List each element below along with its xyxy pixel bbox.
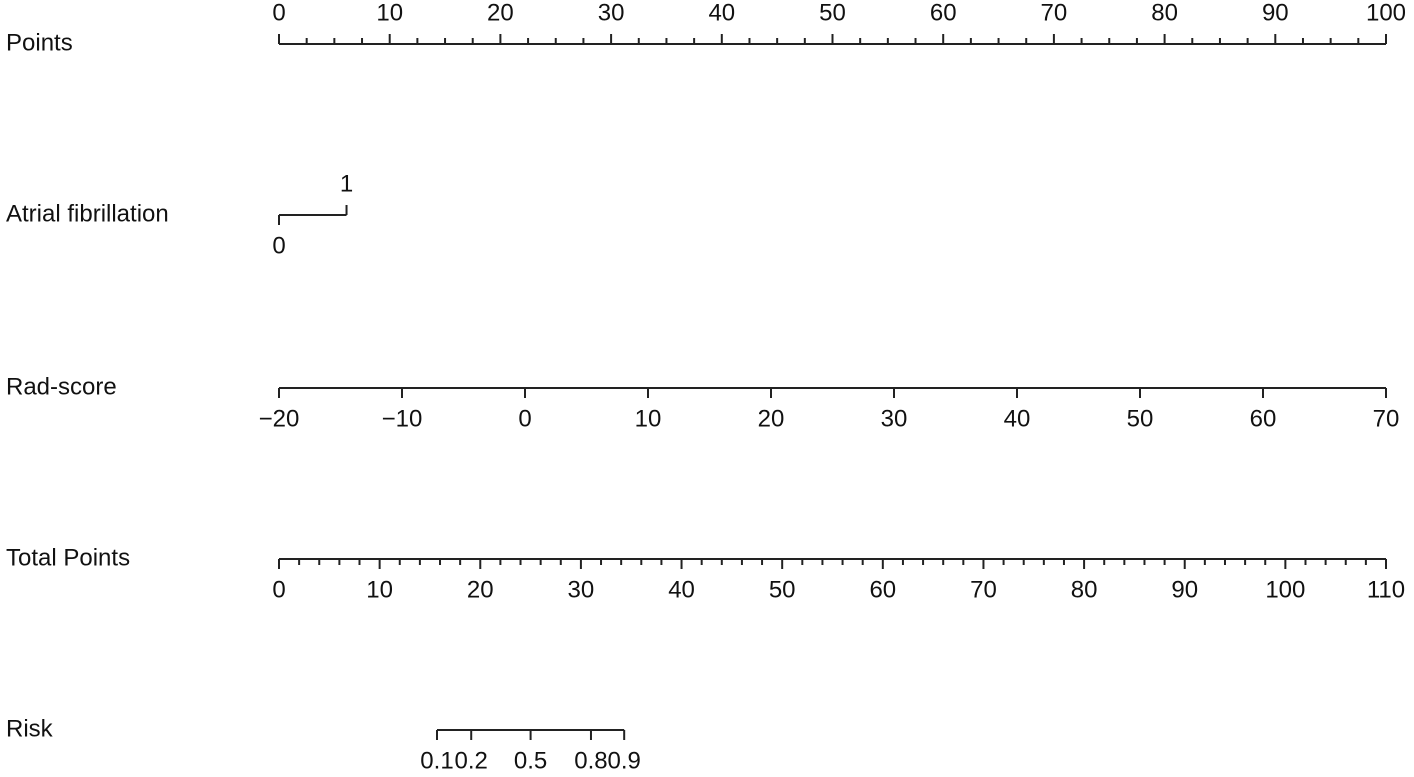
tick-label: 30	[598, 0, 625, 26]
tick-label: 100	[1366, 0, 1406, 26]
row-label: Rad-score	[6, 373, 117, 400]
tick-label: 30	[568, 576, 595, 603]
row-label: Atrial fibrillation	[6, 200, 169, 227]
tick-label: −10	[382, 405, 423, 432]
tick-label: 10	[635, 405, 662, 432]
tick-label: 90	[1171, 576, 1198, 603]
tick-label: 70	[1373, 405, 1400, 432]
tick-label: 0.5	[514, 747, 547, 774]
tick-label: 50	[1127, 405, 1154, 432]
tick-label: 50	[819, 0, 846, 26]
tick-label: 10	[376, 0, 403, 26]
tick-label: 50	[769, 576, 796, 603]
tick-label: 40	[668, 576, 695, 603]
tick-label: 0	[272, 0, 285, 26]
tick-label: 0.8	[574, 747, 607, 774]
tick-label: 110	[1367, 576, 1405, 603]
tick-label: 60	[1250, 405, 1277, 432]
tick-label: 40	[708, 0, 735, 26]
row-label: Risk	[6, 715, 54, 742]
tick-label: 30	[881, 405, 908, 432]
tick-label: 10	[366, 576, 393, 603]
tick-label: 20	[467, 576, 494, 603]
tick-label: 80	[1071, 576, 1098, 603]
tick-label: 60	[869, 576, 896, 603]
tick-label: 0	[272, 576, 285, 603]
tick-label: 0	[518, 405, 531, 432]
tick-label: 40	[1004, 405, 1031, 432]
tick-label: −20	[259, 405, 300, 432]
tick-label: 0	[272, 232, 285, 259]
row-label: Total Points	[6, 544, 130, 571]
tick-label: 20	[758, 405, 785, 432]
tick-label: 0.1	[420, 747, 453, 774]
tick-label: 0.9	[607, 747, 640, 774]
tick-label: 0.2	[455, 747, 488, 774]
row-label: Points	[6, 29, 73, 56]
tick-label: 90	[1262, 0, 1289, 26]
tick-label: 70	[970, 576, 997, 603]
tick-label: 60	[930, 0, 957, 26]
tick-label: 80	[1151, 0, 1178, 26]
tick-label: 100	[1265, 576, 1305, 603]
tick-label: 70	[1041, 0, 1068, 26]
tick-label: 1	[340, 170, 353, 197]
tick-label: 20	[487, 0, 514, 26]
